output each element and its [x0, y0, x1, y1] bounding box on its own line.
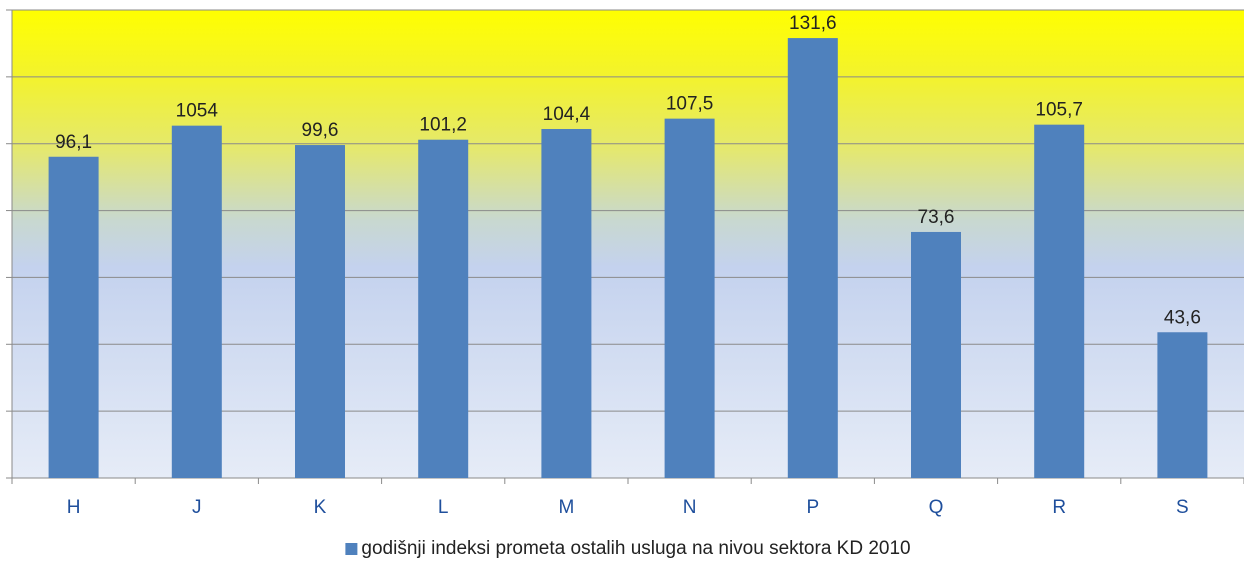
x-tick-label: P — [806, 497, 819, 518]
data-label: 1054 — [176, 101, 219, 122]
x-tick-label: Q — [929, 497, 944, 518]
x-tick-label: K — [314, 497, 327, 518]
x-tick-label: H — [67, 497, 81, 518]
data-label: 43,6 — [1164, 307, 1201, 328]
data-label: 99,6 — [302, 120, 339, 141]
x-tick-label: R — [1052, 497, 1066, 518]
x-tick-label: L — [438, 497, 449, 518]
x-tick-label: S — [1176, 497, 1189, 518]
x-tick-label: N — [683, 497, 697, 518]
data-label: 73,6 — [918, 207, 955, 228]
data-label: 96,1 — [55, 132, 92, 153]
bar — [911, 231, 961, 478]
bar — [48, 156, 99, 478]
x-tick-label: M — [558, 497, 574, 518]
data-label: 107,5 — [666, 94, 714, 115]
bar — [418, 139, 469, 478]
bar — [171, 125, 222, 479]
legend-label: godišnji indeksi prometa ostalih usluga … — [361, 538, 910, 559]
x-tick-label: J — [192, 497, 202, 518]
data-label: 105,7 — [1035, 100, 1083, 121]
data-label: 131,6 — [789, 13, 837, 34]
bar — [541, 129, 592, 478]
bar — [787, 38, 838, 478]
data-label: 104,4 — [543, 104, 591, 125]
data-label: 101,2 — [419, 115, 467, 136]
bar — [664, 118, 715, 479]
bar — [1034, 124, 1085, 478]
bar — [295, 145, 345, 478]
bar — [1157, 332, 1208, 478]
legend-swatch — [345, 543, 358, 555]
